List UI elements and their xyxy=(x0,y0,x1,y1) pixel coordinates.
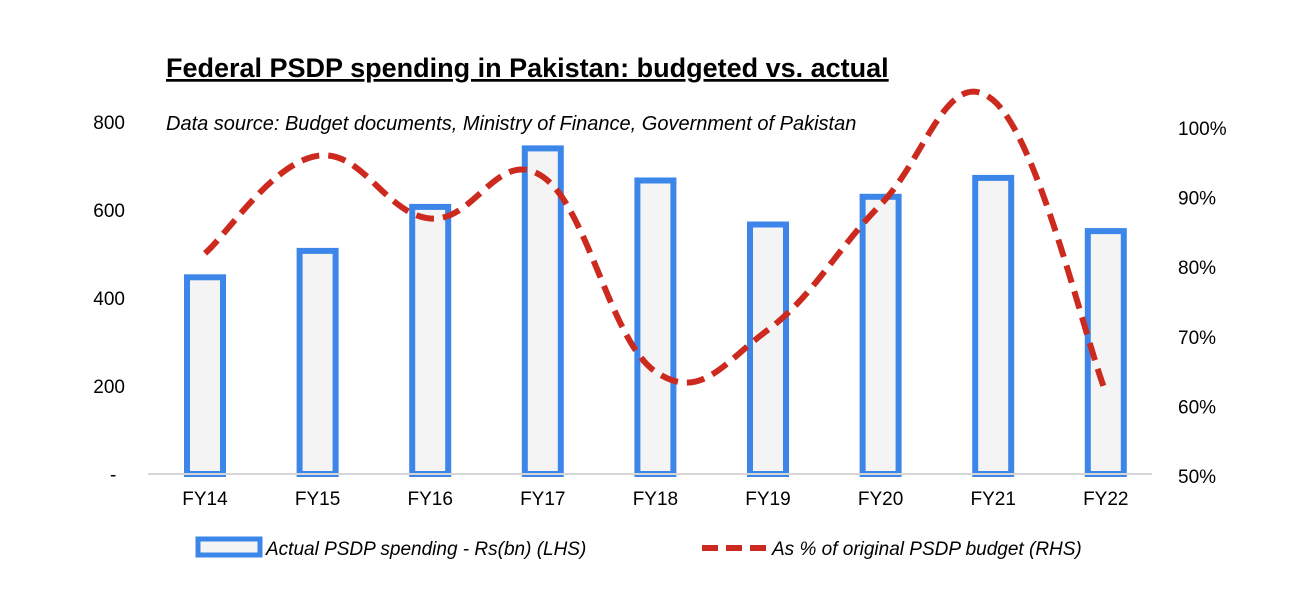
bar-fy14 xyxy=(184,274,226,477)
bar-fy16 xyxy=(409,203,452,477)
x-axis: FY14 FY15 FY16 FY17 FY18 FY19 FY20 FY21 FY22 xyxy=(182,489,1128,510)
line-point-fy17 xyxy=(542,176,543,177)
line-point-fy20 xyxy=(880,204,881,205)
y-right-tick-label: 70% xyxy=(1178,328,1216,349)
y-left-tick-label: 600 xyxy=(93,201,125,222)
y-left-tick-label: - xyxy=(110,465,116,486)
x-tick-label: FY17 xyxy=(520,489,565,510)
y-right-tick-label: 50% xyxy=(1178,467,1216,488)
bar-fy17 xyxy=(521,145,564,477)
line-point-fy22 xyxy=(1105,392,1106,393)
x-tick-label: FY15 xyxy=(295,489,340,510)
line-point-fy18 xyxy=(655,371,656,372)
bar-fy19 xyxy=(747,221,789,477)
legend: Actual PSDP spending - Rs(bn) (LHS) As %… xyxy=(195,536,1082,560)
x-tick-label: FY16 xyxy=(407,489,452,510)
x-tick-label: FY19 xyxy=(745,489,790,510)
y-right-tick-label: 90% xyxy=(1178,189,1216,210)
line-point-fy16 xyxy=(430,218,431,219)
y-left-tick-label: 800 xyxy=(93,113,125,134)
y-right-tick-label: 80% xyxy=(1178,258,1216,279)
legend-label-bars: Actual PSDP spending - Rs(bn) (LHS) xyxy=(265,539,586,560)
line-point-fy14 xyxy=(205,253,206,254)
y-axis-left: - 200 400 600 800 xyxy=(93,113,125,486)
x-tick-label: FY14 xyxy=(182,489,228,510)
legend-label-line: As % of original PSDP budget (RHS) xyxy=(771,539,1082,560)
series-line-pct-budget xyxy=(202,88,1109,394)
bars-layer xyxy=(184,145,1127,478)
bar-fy20 xyxy=(859,193,902,478)
x-tick-label: FY22 xyxy=(1083,489,1128,510)
line-point-fy21 xyxy=(993,100,994,101)
legend-swatch-bars xyxy=(195,536,263,558)
line-point-fy19 xyxy=(768,329,769,330)
y-left-tick-label: 400 xyxy=(93,289,125,310)
y-right-tick-label: 100% xyxy=(1178,119,1227,140)
y-right-tick-label: 60% xyxy=(1178,397,1216,418)
y-axis-right: 50% 60% 70% 80% 90% 100% xyxy=(1178,119,1227,488)
bar-fy21 xyxy=(972,174,1015,477)
line-layer xyxy=(202,88,1109,394)
y-left-tick-label: 200 xyxy=(93,377,125,398)
x-tick-label: FY21 xyxy=(970,489,1015,510)
x-tick-label: FY20 xyxy=(858,489,903,510)
bar-fy15 xyxy=(296,247,339,477)
chart-title: Federal PSDP spending in Pakistan: budge… xyxy=(166,53,889,83)
line-point-fy15 xyxy=(317,155,318,156)
bar-fy18 xyxy=(634,177,677,477)
chart-subtitle: Data source: Budget documents, Ministry … xyxy=(166,113,856,135)
x-tick-label: FY18 xyxy=(633,489,678,510)
